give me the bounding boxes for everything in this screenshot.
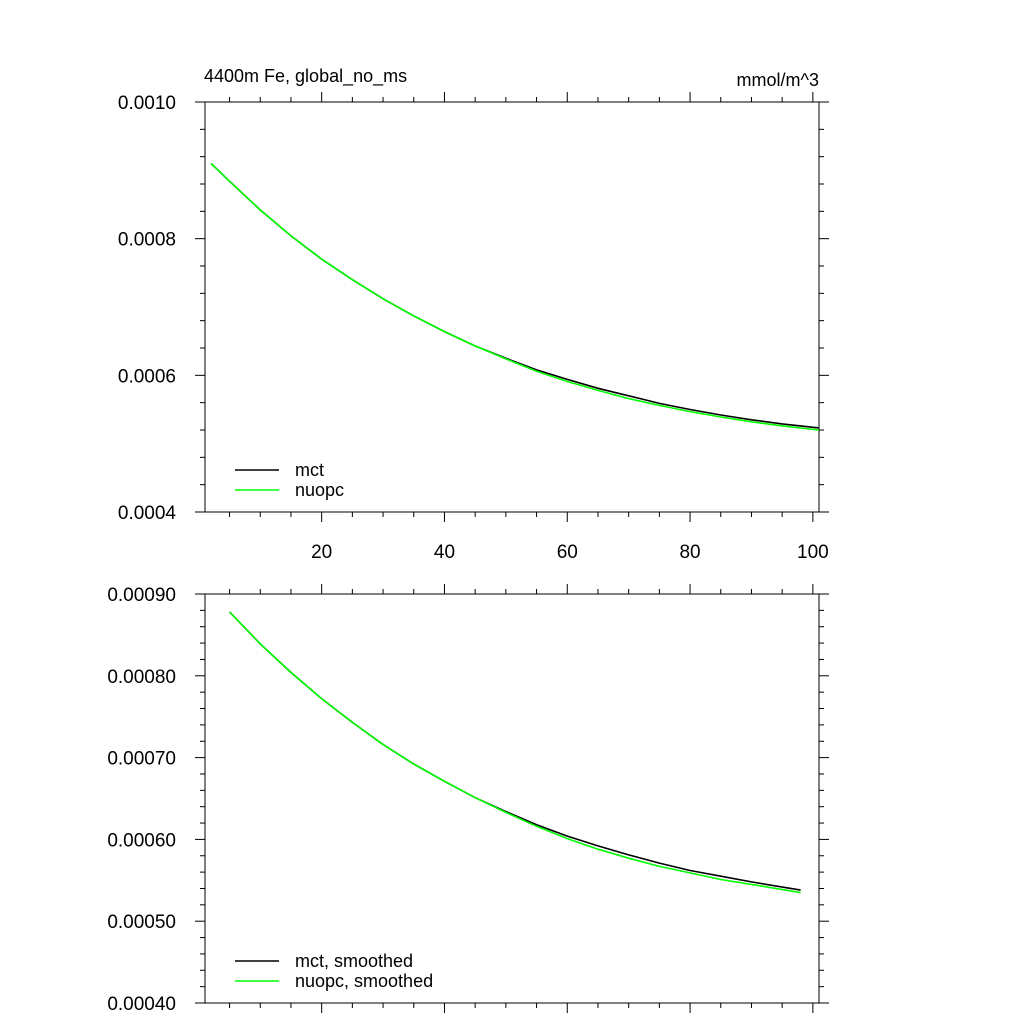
units-label: mmol/m^3 [737, 70, 819, 90]
x-tick-label: 100 [797, 542, 829, 563]
series-line-mct-smoothed [229, 611, 801, 891]
legend-label: mct, smoothed [295, 951, 413, 971]
plot-frame [204, 101, 820, 513]
legend-label: nuopc, smoothed [295, 971, 433, 991]
series-line-nuopc-smoothed [229, 611, 801, 894]
y-tick-label: 0.0004 [118, 503, 177, 524]
legend-label: nuopc [295, 480, 344, 500]
y-tick-label: 0.00060 [107, 830, 176, 851]
plot-frame [204, 593, 820, 1004]
bottom-panel: 0.00040 0.00050 0.00060 0.00070 0.00080 0.000… [107, 584, 829, 1015]
y-tick-label: 0.0010 [118, 93, 176, 114]
y-tick-label: 0.00050 [107, 912, 176, 933]
x-tick-label: 40 [434, 542, 455, 563]
x-tick-label: 80 [679, 542, 700, 563]
x-tick-label: 60 [557, 542, 578, 563]
series-line-mct [210, 162, 820, 429]
y-tick-label: 0.00040 [107, 994, 176, 1015]
top-panel: 20 40 60 80 100 0.0004 0.0006 0.0008 0.0010 mctnu… [118, 92, 829, 563]
legend-label: mct [295, 460, 324, 480]
y-tick-label: 0.0008 [118, 230, 176, 251]
x-tick-label: 20 [311, 542, 332, 563]
series-line-nuopc [210, 162, 820, 431]
y-tick-label: 0.00090 [107, 585, 176, 606]
y-tick-label: 0.00080 [107, 667, 176, 688]
chart-title: 4400m Fe, global_no_ms [204, 66, 407, 87]
y-tick-label: 0.00070 [107, 749, 176, 770]
y-tick-label: 0.0006 [118, 366, 176, 387]
